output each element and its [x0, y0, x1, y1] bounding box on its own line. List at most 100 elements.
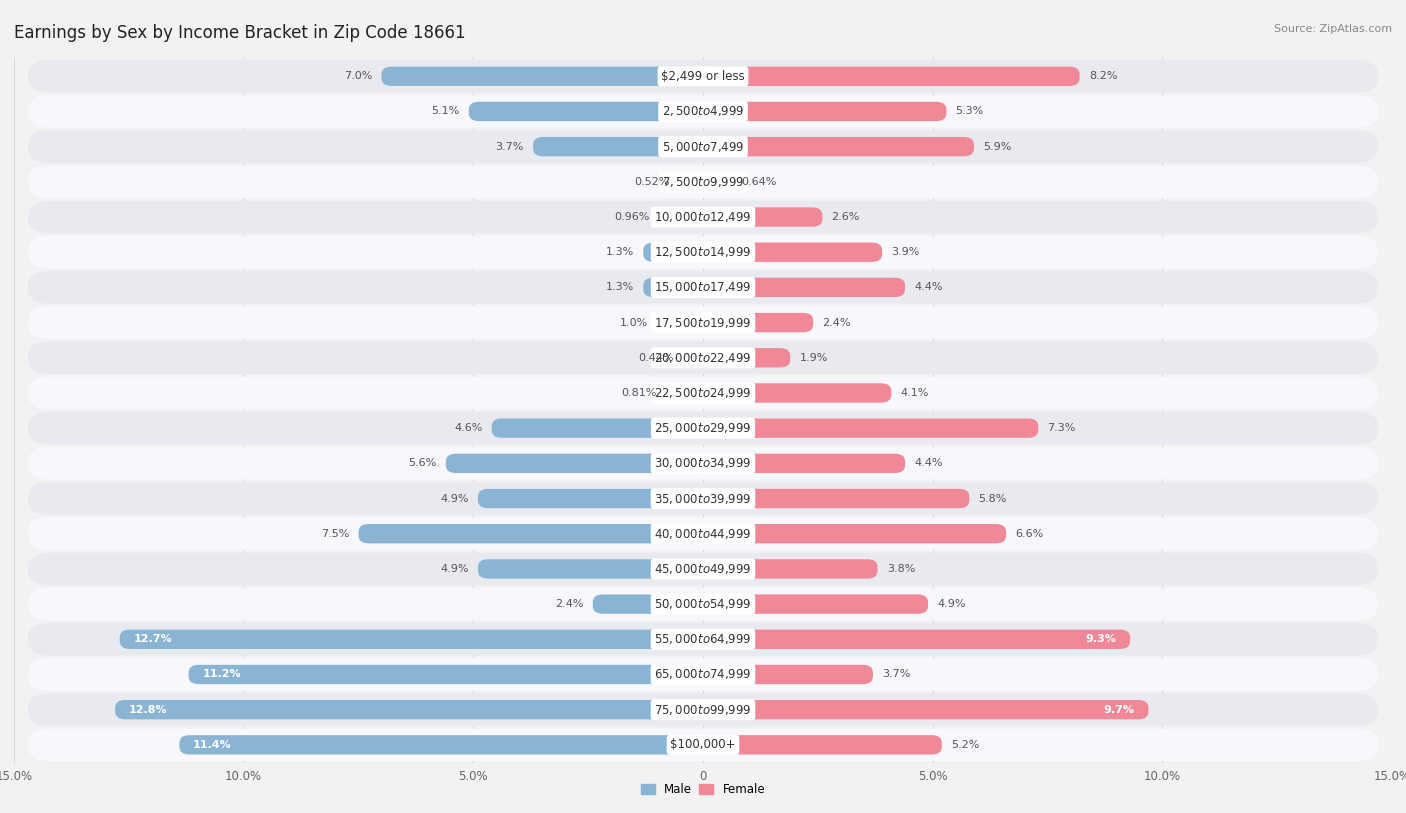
- FancyBboxPatch shape: [703, 137, 974, 156]
- Text: 3.7%: 3.7%: [882, 669, 911, 680]
- FancyBboxPatch shape: [28, 60, 1378, 93]
- Text: 4.4%: 4.4%: [914, 459, 943, 468]
- FancyBboxPatch shape: [28, 693, 1378, 726]
- FancyBboxPatch shape: [28, 272, 1378, 303]
- Text: 7.5%: 7.5%: [321, 528, 349, 539]
- FancyBboxPatch shape: [703, 207, 823, 227]
- FancyBboxPatch shape: [28, 376, 1378, 409]
- FancyBboxPatch shape: [703, 348, 790, 367]
- FancyBboxPatch shape: [28, 518, 1378, 550]
- Text: 0.44%: 0.44%: [638, 353, 673, 363]
- FancyBboxPatch shape: [703, 665, 873, 685]
- Text: 3.7%: 3.7%: [495, 141, 524, 152]
- Text: 3.8%: 3.8%: [887, 564, 915, 574]
- Text: 4.4%: 4.4%: [914, 282, 943, 293]
- Text: $15,000 to $17,499: $15,000 to $17,499: [654, 280, 752, 294]
- Text: 11.2%: 11.2%: [202, 669, 240, 680]
- Text: 2.6%: 2.6%: [831, 212, 860, 222]
- Text: 0.64%: 0.64%: [741, 177, 778, 187]
- Text: Earnings by Sex by Income Bracket in Zip Code 18661: Earnings by Sex by Income Bracket in Zip…: [14, 24, 465, 42]
- FancyBboxPatch shape: [703, 383, 891, 402]
- FancyBboxPatch shape: [703, 313, 813, 333]
- Text: Source: ZipAtlas.com: Source: ZipAtlas.com: [1274, 24, 1392, 34]
- FancyBboxPatch shape: [28, 341, 1378, 374]
- Text: 5.6%: 5.6%: [408, 459, 437, 468]
- Text: $45,000 to $49,999: $45,000 to $49,999: [654, 562, 752, 576]
- Text: 5.3%: 5.3%: [956, 107, 984, 116]
- FancyBboxPatch shape: [120, 629, 703, 649]
- Text: 3.9%: 3.9%: [891, 247, 920, 257]
- FancyBboxPatch shape: [188, 665, 703, 685]
- Text: 1.3%: 1.3%: [606, 282, 634, 293]
- Bar: [683, 348, 703, 367]
- Text: 7.0%: 7.0%: [344, 72, 373, 81]
- Text: 8.2%: 8.2%: [1088, 72, 1118, 81]
- Text: 5.8%: 5.8%: [979, 493, 1007, 503]
- FancyBboxPatch shape: [703, 559, 877, 579]
- FancyBboxPatch shape: [28, 307, 1378, 339]
- FancyBboxPatch shape: [478, 489, 703, 508]
- FancyBboxPatch shape: [703, 735, 942, 754]
- Text: 7.3%: 7.3%: [1047, 423, 1076, 433]
- Text: 4.6%: 4.6%: [454, 423, 482, 433]
- FancyBboxPatch shape: [180, 735, 703, 754]
- FancyBboxPatch shape: [468, 102, 703, 121]
- FancyBboxPatch shape: [703, 102, 946, 121]
- FancyBboxPatch shape: [703, 242, 882, 262]
- FancyBboxPatch shape: [446, 454, 703, 473]
- Text: $30,000 to $34,999: $30,000 to $34,999: [654, 456, 752, 471]
- Text: $35,000 to $39,999: $35,000 to $39,999: [654, 492, 752, 506]
- FancyBboxPatch shape: [703, 524, 1007, 543]
- FancyBboxPatch shape: [703, 419, 1038, 438]
- FancyBboxPatch shape: [381, 67, 703, 86]
- FancyBboxPatch shape: [28, 659, 1378, 691]
- Text: 5.9%: 5.9%: [983, 141, 1011, 152]
- Text: 4.9%: 4.9%: [440, 493, 468, 503]
- FancyBboxPatch shape: [533, 137, 703, 156]
- FancyBboxPatch shape: [28, 588, 1378, 620]
- Text: 2.4%: 2.4%: [555, 599, 583, 609]
- Text: 5.2%: 5.2%: [950, 740, 980, 750]
- Text: 12.7%: 12.7%: [134, 634, 172, 644]
- Text: $55,000 to $64,999: $55,000 to $64,999: [654, 633, 752, 646]
- Text: 0.81%: 0.81%: [621, 388, 657, 398]
- FancyBboxPatch shape: [359, 524, 703, 543]
- FancyBboxPatch shape: [28, 482, 1378, 515]
- FancyBboxPatch shape: [28, 201, 1378, 233]
- FancyBboxPatch shape: [28, 553, 1378, 585]
- Text: $65,000 to $74,999: $65,000 to $74,999: [654, 667, 752, 681]
- FancyBboxPatch shape: [28, 236, 1378, 268]
- FancyBboxPatch shape: [478, 559, 703, 579]
- FancyBboxPatch shape: [28, 130, 1378, 163]
- Text: $75,000 to $99,999: $75,000 to $99,999: [654, 702, 752, 717]
- Text: $10,000 to $12,499: $10,000 to $12,499: [654, 210, 752, 224]
- FancyBboxPatch shape: [28, 412, 1378, 445]
- Text: 1.0%: 1.0%: [620, 318, 648, 328]
- FancyBboxPatch shape: [28, 447, 1378, 480]
- Text: 9.3%: 9.3%: [1085, 634, 1116, 644]
- FancyBboxPatch shape: [644, 242, 703, 262]
- Text: $12,500 to $14,999: $12,500 to $14,999: [654, 246, 752, 259]
- FancyBboxPatch shape: [703, 629, 1130, 649]
- FancyBboxPatch shape: [679, 172, 703, 192]
- Text: 6.6%: 6.6%: [1015, 528, 1043, 539]
- FancyBboxPatch shape: [644, 278, 703, 297]
- Text: 12.8%: 12.8%: [129, 705, 167, 715]
- Text: 5.1%: 5.1%: [432, 107, 460, 116]
- Text: $7,500 to $9,999: $7,500 to $9,999: [662, 175, 744, 189]
- Text: $40,000 to $44,999: $40,000 to $44,999: [654, 527, 752, 541]
- Legend: Male, Female: Male, Female: [636, 778, 770, 801]
- Text: $5,000 to $7,499: $5,000 to $7,499: [662, 140, 744, 154]
- FancyBboxPatch shape: [28, 728, 1378, 761]
- Text: $2,500 to $4,999: $2,500 to $4,999: [662, 104, 744, 119]
- Text: 2.4%: 2.4%: [823, 318, 851, 328]
- FancyBboxPatch shape: [593, 594, 703, 614]
- FancyBboxPatch shape: [492, 419, 703, 438]
- FancyBboxPatch shape: [703, 278, 905, 297]
- FancyBboxPatch shape: [703, 489, 969, 508]
- FancyBboxPatch shape: [28, 95, 1378, 128]
- Text: 4.9%: 4.9%: [938, 599, 966, 609]
- Text: 1.9%: 1.9%: [800, 353, 828, 363]
- Text: $17,500 to $19,999: $17,500 to $19,999: [654, 315, 752, 329]
- Text: 9.7%: 9.7%: [1104, 705, 1135, 715]
